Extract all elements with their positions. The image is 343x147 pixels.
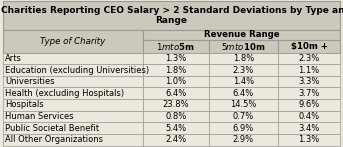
Bar	[143, 53, 209, 64]
Bar	[278, 40, 340, 53]
Bar	[143, 40, 209, 53]
Text: 1.8%: 1.8%	[165, 66, 186, 75]
Text: 14.5%: 14.5%	[230, 100, 257, 109]
Text: 0.4%: 0.4%	[298, 112, 320, 121]
Text: 1.3%: 1.3%	[165, 54, 186, 63]
Bar	[278, 76, 340, 87]
Bar	[278, 53, 340, 64]
Text: 1.8%: 1.8%	[233, 54, 254, 63]
Text: 3.3%: 3.3%	[298, 77, 320, 86]
Text: 2.4%: 2.4%	[165, 135, 186, 144]
Text: 1.4%: 1.4%	[233, 77, 254, 86]
Bar	[3, 53, 143, 64]
Text: Human Services: Human Services	[5, 112, 74, 121]
Text: 5.4%: 5.4%	[165, 124, 186, 133]
Text: 6.9%: 6.9%	[233, 124, 254, 133]
Text: 6.4%: 6.4%	[233, 89, 254, 98]
Text: 1.3%: 1.3%	[298, 135, 320, 144]
Bar	[278, 111, 340, 122]
Bar	[143, 122, 209, 134]
Bar	[278, 99, 340, 111]
Text: 2.9%: 2.9%	[233, 135, 254, 144]
Bar	[209, 134, 278, 146]
Bar	[143, 111, 209, 122]
Text: 9.6%: 9.6%	[298, 100, 320, 109]
Text: 1.1%: 1.1%	[298, 66, 320, 75]
Bar	[278, 134, 340, 146]
Text: Type of Charity: Type of Charity	[40, 37, 105, 46]
Text: 3.7%: 3.7%	[298, 89, 320, 98]
Text: Percent of Charities Reporting CEO Salary > 2 Standard Deviations by Type and Re: Percent of Charities Reporting CEO Salar…	[0, 6, 343, 25]
Text: Arts: Arts	[5, 54, 22, 63]
Text: 3.4%: 3.4%	[298, 124, 320, 133]
Bar	[209, 99, 278, 111]
Text: All Other Organizations: All Other Organizations	[5, 135, 103, 144]
Bar	[3, 122, 143, 134]
Bar	[278, 122, 340, 134]
Text: Education (excluding Universities): Education (excluding Universities)	[5, 66, 149, 75]
Text: Universities: Universities	[5, 77, 55, 86]
Text: Public Societal Benefit: Public Societal Benefit	[5, 124, 99, 133]
Bar	[3, 134, 143, 146]
Bar	[209, 111, 278, 122]
Bar	[143, 30, 340, 40]
Bar	[3, 64, 143, 76]
Bar	[209, 64, 278, 76]
Text: 0.8%: 0.8%	[165, 112, 186, 121]
Bar	[143, 76, 209, 87]
Text: 6.4%: 6.4%	[165, 89, 186, 98]
Bar	[143, 134, 209, 146]
Text: $1m to $5m: $1m to $5m	[156, 41, 195, 52]
Bar	[3, 1, 340, 30]
Text: $10m +: $10m +	[291, 42, 328, 51]
Bar	[3, 111, 143, 122]
Bar	[209, 122, 278, 134]
Bar	[278, 87, 340, 99]
Bar	[3, 76, 143, 87]
Text: 2.3%: 2.3%	[298, 54, 320, 63]
Text: 0.7%: 0.7%	[233, 112, 254, 121]
Bar	[143, 87, 209, 99]
Bar	[209, 40, 278, 53]
Text: 2.3%: 2.3%	[233, 66, 254, 75]
Text: Health (excluding Hospitals): Health (excluding Hospitals)	[5, 89, 124, 98]
Bar	[143, 64, 209, 76]
Text: 1.0%: 1.0%	[165, 77, 186, 86]
Bar	[3, 30, 143, 53]
Bar	[3, 99, 143, 111]
Text: $5m to $10m: $5m to $10m	[221, 41, 265, 52]
Bar	[3, 87, 143, 99]
Bar	[209, 76, 278, 87]
Text: Revenue Range: Revenue Range	[204, 30, 279, 39]
Bar	[278, 64, 340, 76]
Bar	[209, 87, 278, 99]
Text: 23.8%: 23.8%	[162, 100, 189, 109]
Bar	[143, 99, 209, 111]
Text: Hospitals: Hospitals	[5, 100, 44, 109]
Bar	[209, 53, 278, 64]
